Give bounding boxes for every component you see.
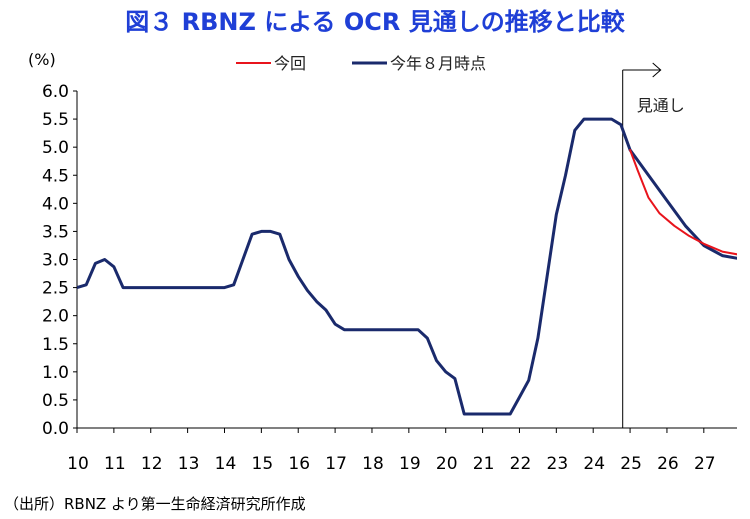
- x-tick-label: 26: [657, 454, 679, 474]
- y-tick-label: 0.0: [42, 419, 69, 439]
- x-tick-label: 18: [362, 454, 384, 474]
- y-axis-unit-label: (%): [28, 50, 56, 69]
- x-tick-label: 10: [67, 454, 89, 474]
- x-tick-label: 19: [399, 454, 421, 474]
- y-tick-label: 3.0: [42, 251, 69, 271]
- x-tick-label: 25: [620, 454, 642, 474]
- y-tick-label: 3.5: [42, 222, 69, 242]
- y-tick-label: 4.0: [42, 194, 69, 214]
- legend-label-1: 今回: [274, 54, 306, 73]
- y-tick-label: 5.5: [42, 110, 69, 130]
- y-tick-label: 4.5: [42, 166, 69, 186]
- forecast-label: 見通し: [637, 96, 685, 115]
- legend-label-2: 今年８月時点: [390, 54, 486, 73]
- x-tick-label: 27: [694, 454, 716, 474]
- x-tick-label: 21: [473, 454, 495, 474]
- x-tick-label: 13: [178, 454, 200, 474]
- y-tick-label: 5.0: [42, 138, 69, 158]
- y-tick-label: 1.0: [42, 363, 69, 383]
- forecast-arrow-head: [652, 62, 662, 78]
- x-tick-label: 22: [510, 454, 532, 474]
- x-tick-label: 14: [215, 454, 237, 474]
- y-tick-label: 6.0: [42, 82, 69, 102]
- x-tick-label: 17: [325, 454, 347, 474]
- x-tick-label: 20: [436, 454, 458, 474]
- y-tick-label: 1.5: [42, 335, 69, 355]
- x-tick-label: 16: [288, 454, 310, 474]
- x-tick-label: 11: [104, 454, 126, 474]
- x-tick-label: 15: [252, 454, 274, 474]
- chart-title: 図３ RBNZ による OCR 見通しの推移と比較: [125, 8, 625, 36]
- x-tick-label: 12: [141, 454, 163, 474]
- series-line-1: [77, 117, 737, 416]
- x-tick-label: 24: [583, 454, 605, 474]
- source-note: （出所）RBNZ より第一生命経済研究所作成: [4, 495, 306, 513]
- y-tick-label: 0.5: [42, 391, 69, 411]
- x-tick-label: 23: [547, 454, 569, 474]
- series-line-2: [629, 149, 737, 256]
- y-tick-label: 2.5: [42, 279, 69, 299]
- y-tick-label: 2.0: [42, 307, 69, 327]
